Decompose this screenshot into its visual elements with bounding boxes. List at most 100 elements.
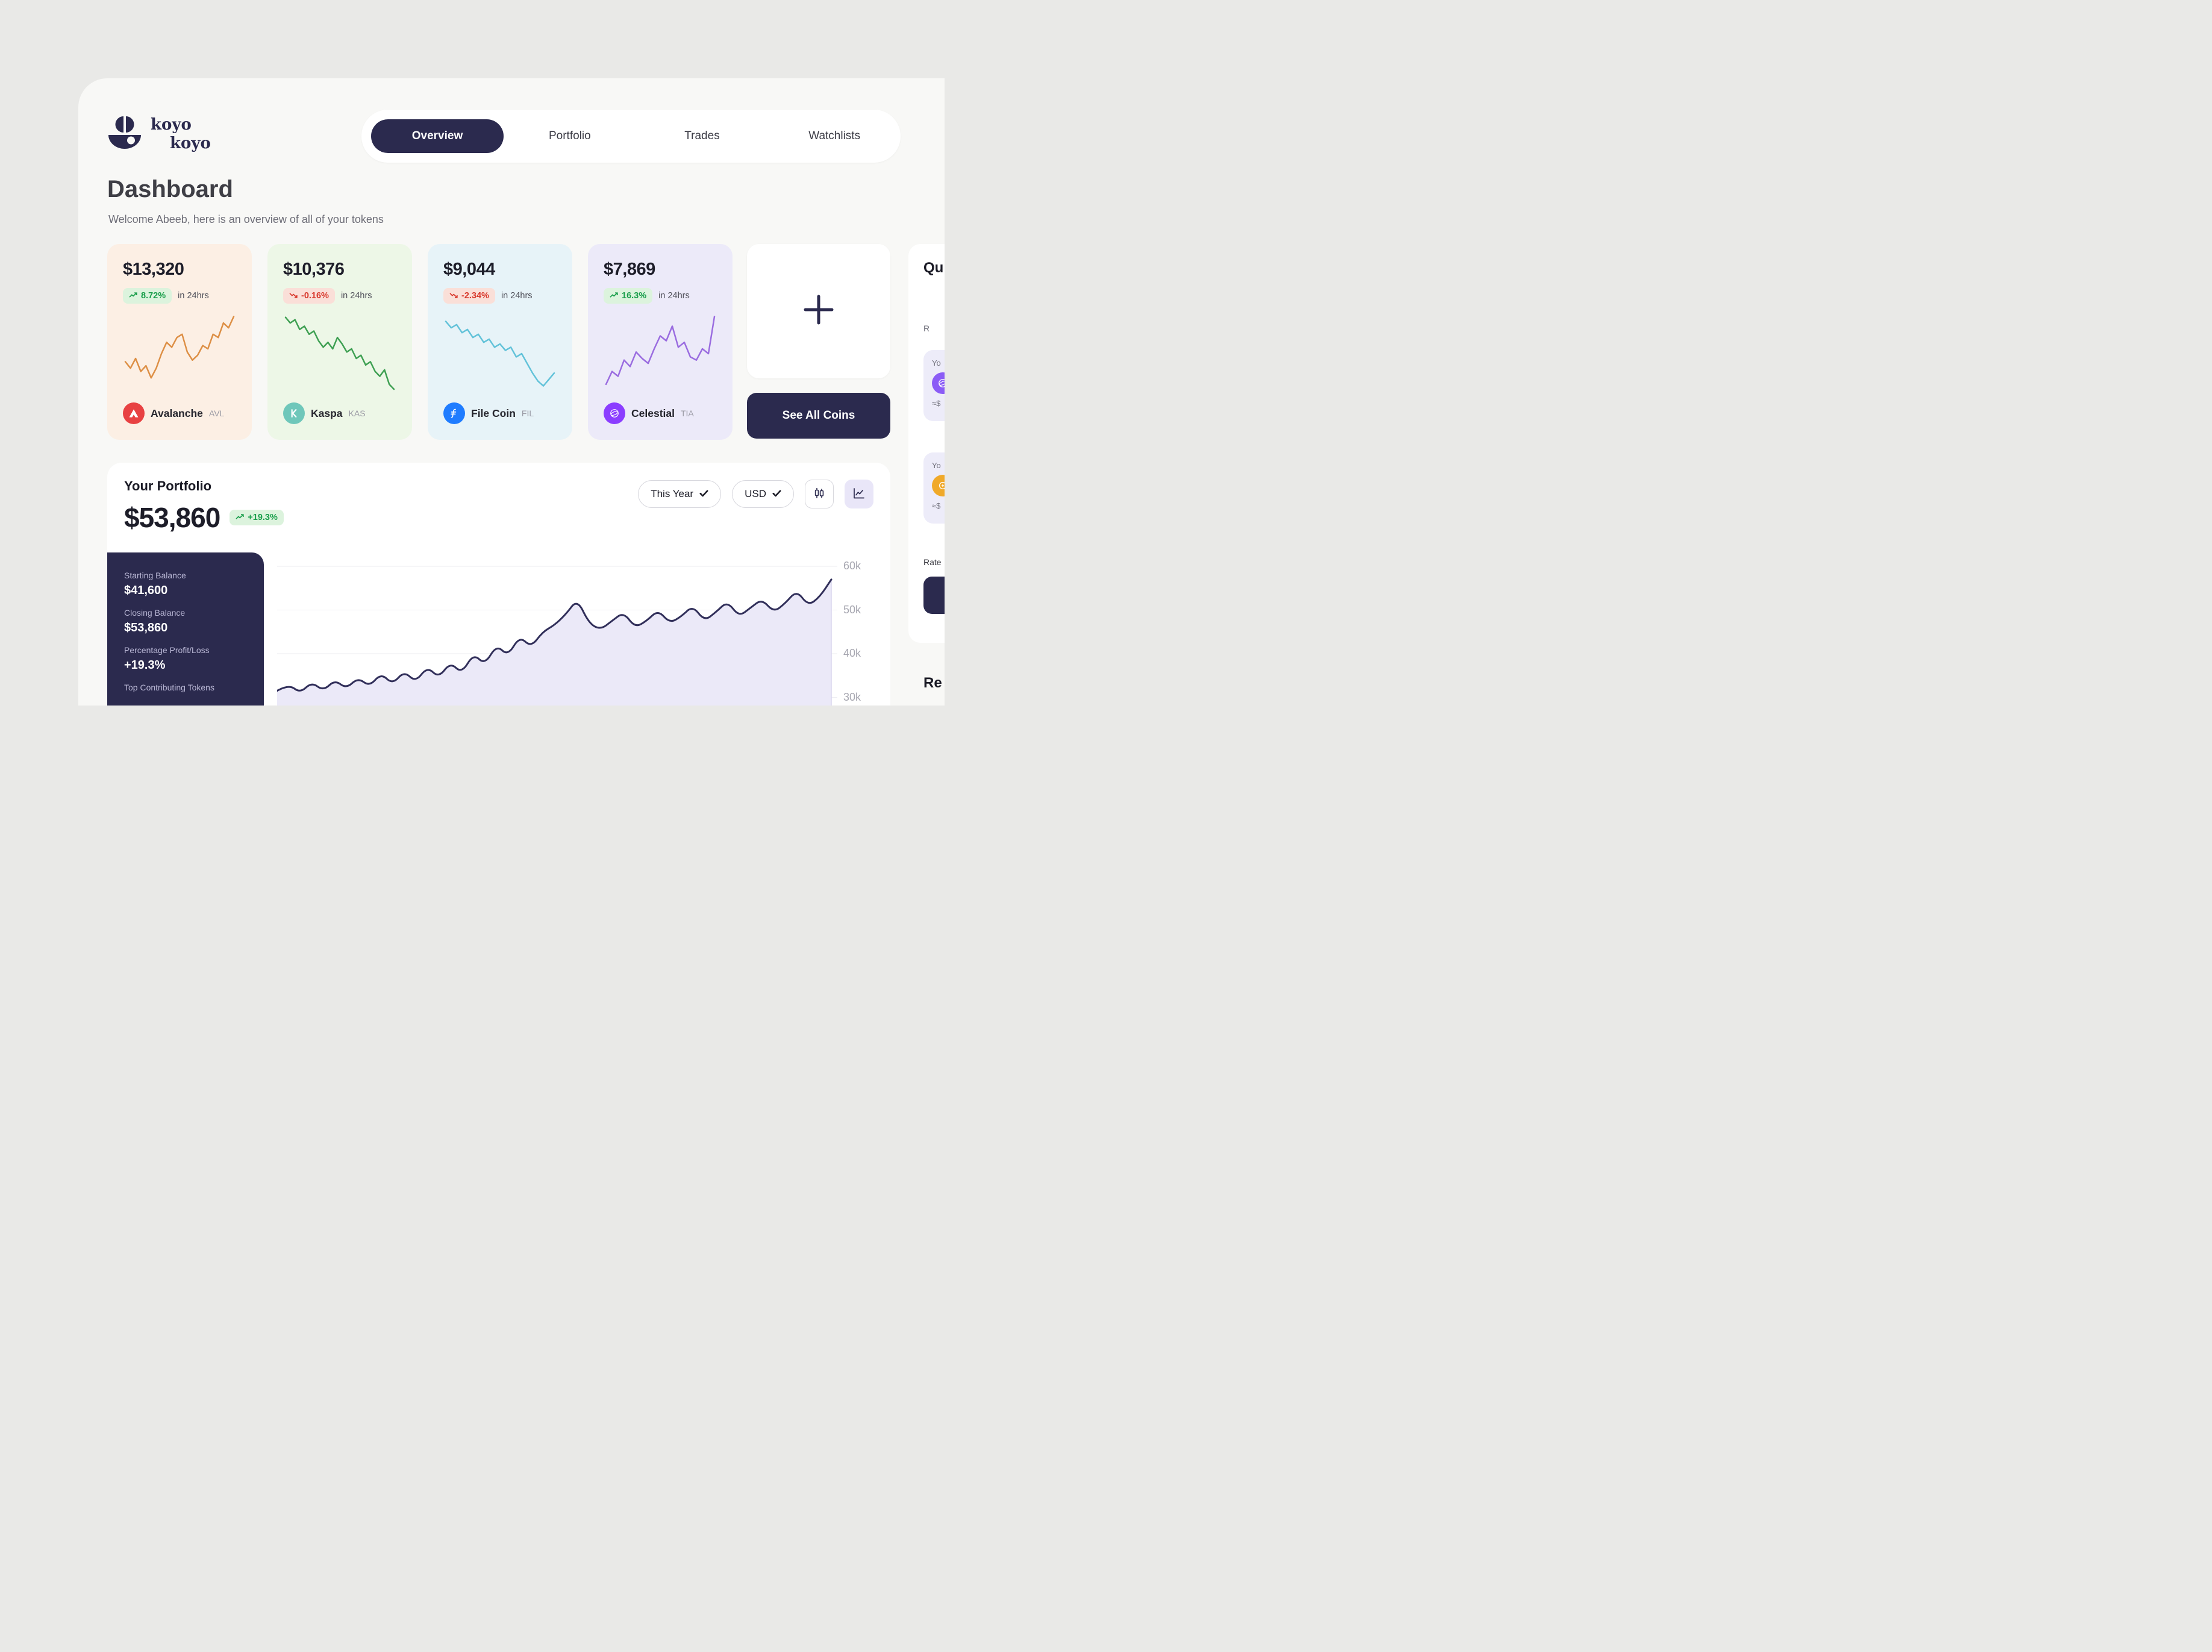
token-card[interactable]: $13,320 8.72% in 24hrs Avalanche AVL (107, 244, 252, 440)
token-ticker: KAS (348, 408, 366, 418)
quick-panel-heading: Qui (923, 260, 945, 276)
token-name: Celestial (631, 407, 675, 419)
brand-name: koyo koyo (151, 116, 211, 153)
change-badge: -0.16% (283, 288, 335, 304)
kaspa-icon (283, 402, 305, 424)
portfolio-chart (276, 554, 837, 706)
token-footer: Celestial TIA (604, 402, 717, 424)
currency-filter-button[interactable]: USD (732, 480, 794, 508)
check-icon (699, 488, 708, 500)
change-percent: 8.72% (141, 291, 166, 301)
quick-panel-action-button[interactable] (923, 577, 945, 614)
portfolio-title: Your Portfolio (124, 478, 212, 493)
quick-token-approx-value: ≈$ (932, 501, 941, 510)
stat-label: Top Contributing Tokens (124, 683, 214, 692)
add-coin-column: See All Coins (747, 244, 890, 439)
token-value: $7,869 (604, 260, 655, 279)
quick-panel-sublabel: R (923, 324, 930, 333)
quick-token-label: Yo (932, 461, 941, 470)
portfolio-header: Your Portfolio $53,860 +19.3% (124, 478, 284, 534)
plus-icon (799, 290, 838, 332)
token-icon-gold (932, 475, 945, 496)
change-period: in 24hrs (340, 291, 372, 301)
portfolio-controls: This Year USD (638, 480, 873, 508)
line-chart-view-button[interactable] (845, 480, 873, 508)
token-footer: Avalanche AVL (123, 402, 236, 424)
portfolio-balance: $53,860 (124, 502, 220, 533)
y-tick-label: 60k (843, 560, 861, 572)
token-change-row: 8.72% in 24hrs (123, 288, 236, 304)
token-card[interactable]: $7,869 16.3% in 24hrs Celestial TIA (588, 244, 733, 440)
stat-value: $53,860 (124, 621, 168, 634)
quick-token-approx-value: ≈$ (932, 399, 941, 408)
stat-value: +19.3% (124, 659, 166, 672)
trend-up-icon (236, 513, 244, 522)
line-chart-icon (852, 487, 866, 502)
portfolio-change-badge: +19.3% (230, 510, 284, 525)
token-footer: Kaspa KAS (283, 402, 396, 424)
token-icon-purple (932, 372, 945, 394)
token-sparkline (604, 310, 717, 399)
token-ticker: FIL (521, 408, 534, 418)
quick-panel-token-card[interactable]: Yo ≈$ (923, 452, 945, 524)
celestia-icon (604, 402, 625, 424)
token-card[interactable]: $9,044 -2.34% in 24hrs File Coin FIL (428, 244, 572, 440)
brand-logo-icon (107, 116, 142, 153)
token-value: $13,320 (123, 260, 184, 279)
change-percent: -2.34% (461, 291, 489, 301)
quick-panel-token-card[interactable]: Yo ≈$ (923, 350, 945, 421)
token-value: $10,376 (283, 260, 345, 279)
token-footer: File Coin FIL (443, 402, 557, 424)
stat-label: Closing Balance (124, 608, 186, 618)
token-ticker: TIA (680, 408, 694, 418)
token-sparkline (283, 310, 396, 399)
change-period: in 24hrs (178, 291, 209, 301)
candlestick-icon (813, 487, 826, 502)
trend-up-icon (129, 291, 137, 301)
token-card[interactable]: $10,376 -0.16% in 24hrs Kaspa KAS (267, 244, 412, 440)
main-panel: koyo koyo Overview Portfolio Trades Watchli… (78, 78, 945, 706)
tab-trades[interactable]: Trades (684, 130, 720, 142)
add-coin-card[interactable] (747, 244, 890, 378)
token-change-row: -0.16% in 24hrs (283, 288, 396, 304)
token-change-row: 16.3% in 24hrs (604, 288, 717, 304)
trend-up-icon (610, 291, 618, 301)
change-period: in 24hrs (501, 291, 533, 301)
token-cards-row: $13,320 8.72% in 24hrs Avalanche AVL $10… (107, 244, 733, 440)
token-sparkline (123, 310, 236, 399)
screen: koyo koyo Overview Portfolio Trades Watchli… (0, 0, 945, 706)
change-percent: 16.3% (622, 291, 647, 301)
token-name: Avalanche (151, 407, 203, 419)
candlestick-view-button[interactable] (805, 480, 834, 508)
avalanche-icon (123, 402, 145, 424)
recent-section-heading: Re (923, 675, 942, 691)
check-icon (772, 488, 781, 500)
trend-down-icon (449, 291, 458, 301)
brand-logo: koyo koyo (107, 116, 211, 153)
change-badge: -2.34% (443, 288, 495, 304)
see-all-coins-button[interactable]: See All Coins (747, 393, 890, 439)
quick-panel: Qui R Yo ≈$ Yo ≈$ Rate (908, 244, 945, 643)
portfolio-card: Your Portfolio $53,860 +19.3% This Year (107, 463, 890, 706)
token-value: $9,044 (443, 260, 495, 279)
change-period: in 24hrs (658, 291, 690, 301)
tab-overview[interactable]: Overview (371, 119, 504, 153)
quick-token-label: Yo (932, 358, 941, 368)
y-tick-label: 30k (843, 690, 861, 703)
tab-watchlists[interactable]: Watchlists (808, 130, 861, 142)
tab-portfolio[interactable]: Portfolio (548, 130, 591, 142)
stat-label: Percentage Profit/Loss (124, 645, 210, 655)
period-filter-button[interactable]: This Year (638, 480, 722, 508)
trend-down-icon (289, 291, 298, 301)
token-name: Kaspa (311, 407, 343, 419)
rate-label: Rate (923, 557, 942, 567)
portfolio-stats-panel: Starting Balance $41,600 Closing Balance $5… (107, 552, 264, 706)
token-name: File Coin (471, 407, 516, 419)
y-tick-label: 50k (843, 603, 861, 616)
change-badge: 16.3% (604, 288, 653, 304)
filecoin-icon (443, 402, 465, 424)
change-badge: 8.72% (123, 288, 172, 304)
nav-tabs: Overview Portfolio Trades Watchlists (361, 110, 901, 163)
change-percent: -0.16% (301, 291, 329, 301)
page-subtitle: Welcome Abeeb, here is an overview of al… (108, 213, 384, 225)
